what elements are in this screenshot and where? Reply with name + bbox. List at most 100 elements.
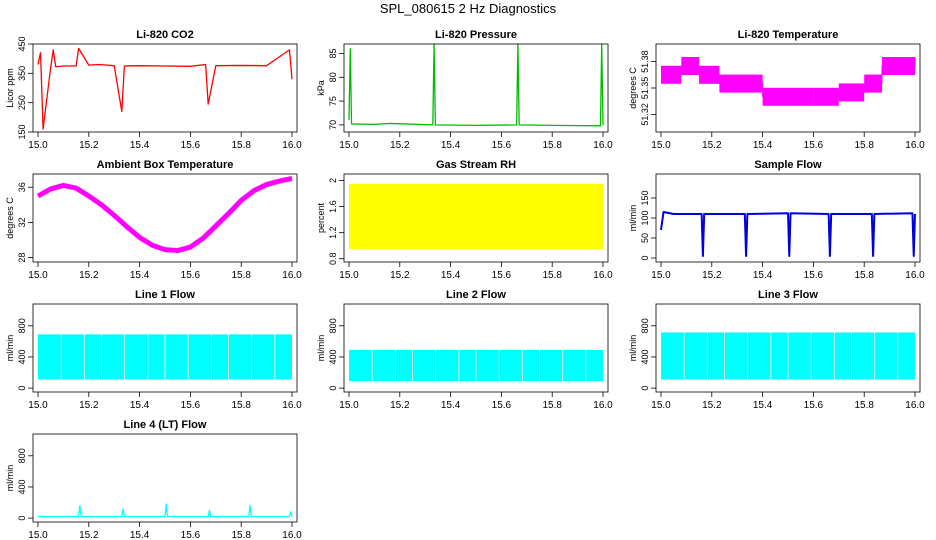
- y-tick-label: 400: [640, 349, 650, 364]
- y-axis-label: ml/min: [628, 205, 638, 232]
- y-tick-label: 800: [17, 318, 27, 333]
- y-tick-label: 800: [640, 318, 650, 333]
- y-tick-label: 75: [328, 96, 338, 106]
- y-tick-label: 450: [17, 36, 27, 51]
- x-tick-label: 15.4: [130, 140, 150, 151]
- x-tick-label: 15.4: [441, 140, 461, 151]
- x-tick-label: 15.6: [804, 400, 824, 411]
- x-tick-label: 15.8: [231, 140, 251, 151]
- panel-title: Li-820 Pressure: [435, 29, 517, 41]
- panel-gas-stream-rh: Gas Stream RH 15.0 15.2 15.4 15.6 15.8 16.0 0.8…: [316, 159, 613, 281]
- y-tick-label: 80: [328, 72, 338, 82]
- x-tick-label: 16.0: [905, 140, 925, 151]
- panel-sample-flow: Sample Flow 15.0 15.2 15.4 15.6 15.8 16.0 0 50 10…: [628, 159, 925, 281]
- x-tick-label: 15.2: [702, 270, 722, 281]
- y-tick-label: 350: [17, 66, 27, 81]
- x-tick-label: 15.2: [390, 270, 410, 281]
- x-tick-label: 15.8: [542, 140, 562, 151]
- y-tick-label: 0: [328, 386, 338, 391]
- series-line: [37, 47, 293, 130]
- x-tick-label: 15.6: [492, 140, 512, 151]
- panel-title: Gas Stream RH: [436, 159, 516, 171]
- rh-noise-band: [349, 183, 603, 249]
- panel-title: Line 2 Flow: [446, 289, 506, 301]
- y-tick-label: 150: [17, 124, 27, 139]
- x-tick-label: 15.4: [441, 270, 461, 281]
- y-tick-label: 1.2: [328, 226, 338, 239]
- x-tick-label: 15.0: [651, 400, 671, 411]
- panel-title: Line 4 (LT) Flow: [124, 419, 207, 431]
- plot-frame: [32, 303, 298, 393]
- x-tick-label: 15.4: [130, 270, 150, 281]
- x-tick-label: 16.0: [282, 530, 302, 540]
- y-axis-label: ml/min: [316, 335, 326, 362]
- x-tick-label: 16.0: [282, 400, 302, 411]
- y-tick-label: 0: [17, 386, 27, 391]
- x-tick-label: 15.8: [854, 270, 874, 281]
- plot-frame: [32, 433, 298, 523]
- y-tick-label: 50: [640, 233, 650, 243]
- panel-title: Li-820 CO2: [136, 29, 193, 41]
- x-tick-label: 15.8: [542, 400, 562, 411]
- x-tick-label: 16.0: [593, 140, 613, 151]
- x-tick-label: 15.2: [79, 140, 99, 151]
- panel-title: Sample Flow: [754, 159, 822, 171]
- x-tick-label: 15.4: [753, 140, 773, 151]
- x-tick-label: 15.8: [231, 530, 251, 540]
- x-tick-label: 15.2: [390, 400, 410, 411]
- x-tick-label: 15.2: [79, 530, 99, 540]
- panel-title: Li-820 Temperature: [738, 29, 839, 41]
- plot-frame: [343, 303, 609, 393]
- x-tick-label: 15.6: [492, 400, 512, 411]
- y-axis-label: ml/min: [5, 335, 15, 362]
- plot-frame: [32, 43, 298, 133]
- figure-title: SPL_080615 2 Hz Diagnostics: [379, 1, 557, 16]
- y-tick-label: 1.6: [328, 200, 338, 213]
- x-tick-label: 15.4: [753, 400, 773, 411]
- x-tick-label: 15.4: [130, 530, 150, 540]
- x-tick-label: 15.6: [804, 270, 824, 281]
- x-tick-label: 15.8: [231, 400, 251, 411]
- x-tick-label: 15.2: [702, 140, 722, 151]
- x-tick-label: 15.2: [79, 400, 99, 411]
- y-tick-label: 0: [640, 386, 650, 391]
- y-tick-label: 100: [640, 210, 650, 225]
- y-tick-label: 0: [640, 255, 650, 260]
- y-tick-label: 400: [328, 349, 338, 364]
- y-tick-label: 150: [640, 190, 650, 205]
- y-tick-label: 400: [17, 479, 27, 494]
- x-tick-label: 16.0: [593, 400, 613, 411]
- x-tick-label: 15.6: [181, 530, 201, 540]
- x-tick-label: 15.0: [28, 530, 48, 540]
- y-axis-label: kPa: [316, 80, 326, 96]
- plot-frame: [32, 173, 298, 263]
- y-tick-label: 2: [328, 178, 338, 183]
- x-tick-label: 16.0: [593, 270, 613, 281]
- panel-line-4-lt-flow: Line 4 (LT) Flow 15.0 15.2 15.4 15.6 15.8 16.0…: [5, 419, 302, 540]
- x-tick-label: 15.2: [702, 400, 722, 411]
- y-axis-label: ml/min: [5, 465, 15, 492]
- x-tick-label: 16.0: [905, 270, 925, 281]
- y-axis-label: Licor ppm: [5, 68, 15, 108]
- x-tick-label: 15.8: [231, 270, 251, 281]
- panel-title: Line 1 Flow: [135, 289, 195, 301]
- x-tick-label: 15.2: [79, 270, 99, 281]
- y-axis-label: ml/min: [628, 335, 638, 362]
- x-tick-label: 15.0: [28, 270, 48, 281]
- x-tick-label: 15.0: [339, 400, 359, 411]
- x-tick-label: 15.8: [854, 140, 874, 151]
- y-tick-label: 28: [17, 253, 27, 263]
- x-tick-label: 15.6: [804, 140, 824, 151]
- y-tick-label: 400: [17, 349, 27, 364]
- plot-frame: [343, 43, 609, 133]
- x-tick-label: 16.0: [905, 400, 925, 411]
- y-axis-label: degrees C: [628, 67, 638, 109]
- x-tick-label: 15.0: [28, 140, 48, 151]
- y-tick-label: 250: [17, 95, 27, 110]
- y-axis-label: percent: [316, 202, 326, 233]
- y-tick-label: 70: [328, 120, 338, 130]
- y-tick-label: 800: [17, 448, 27, 463]
- series-line: [660, 211, 916, 257]
- plot-frame: [655, 303, 921, 393]
